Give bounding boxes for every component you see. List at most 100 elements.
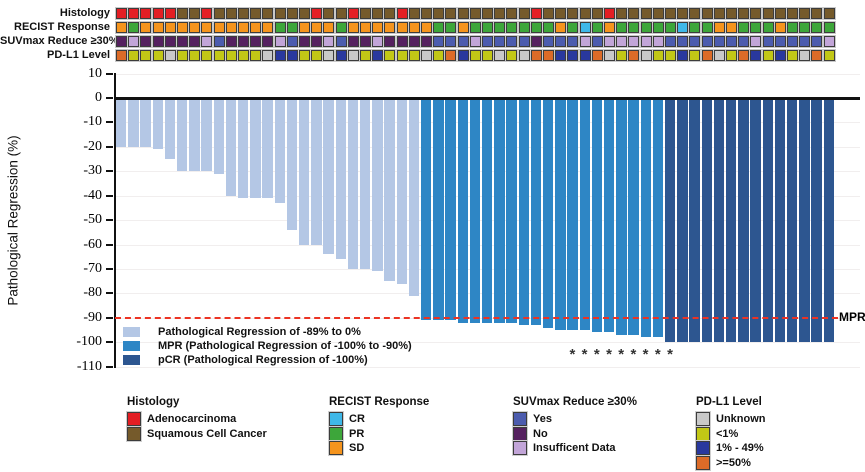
legend-swatch	[513, 426, 527, 441]
suvmax-reduce-square	[140, 36, 152, 47]
recist-response-square	[189, 22, 201, 33]
pdl1-level-square	[591, 50, 603, 61]
mpr-line-label: MPR	[839, 309, 865, 324]
pdl1-level-square	[323, 50, 335, 61]
legend-item-label: Insufficent Data	[533, 442, 616, 454]
recist-response-square	[567, 22, 579, 33]
suvmax-reduce-square	[372, 36, 384, 47]
waterfall-bar	[823, 99, 834, 343]
suvmax-reduce-square	[116, 36, 127, 47]
histology-square	[738, 8, 750, 19]
pdl1-level-square	[665, 50, 676, 61]
histology-square	[299, 8, 310, 19]
y-tick	[106, 365, 113, 368]
waterfall-bar	[457, 99, 468, 323]
pdl1-level-square	[652, 50, 664, 61]
histology-square	[189, 8, 201, 19]
pdl1-level-square	[384, 50, 396, 61]
recist-response-square	[360, 22, 371, 33]
y-tick-label: -110	[76, 358, 102, 374]
suvmax-reduce-square	[726, 36, 737, 47]
histology-square	[628, 8, 640, 19]
recist-response-square	[384, 22, 396, 33]
y-axis-line	[114, 72, 116, 368]
pdl1-level-square	[274, 50, 286, 61]
waterfall-bar	[640, 99, 651, 338]
waterfall-bar	[372, 99, 383, 272]
recist-response-square	[457, 22, 469, 33]
suvmax-reduce-square	[384, 36, 396, 47]
y-axis-title: Pathological Regression (%)	[5, 135, 21, 306]
suvmax-reduce-square	[640, 36, 652, 47]
histology-square	[787, 8, 798, 19]
recist-response-square	[372, 22, 384, 33]
suvmax-reduce-square	[543, 36, 554, 47]
histology-square	[762, 8, 774, 19]
legend-item-label: Adenocarcinoma	[147, 413, 237, 425]
waterfall-bar	[652, 99, 664, 338]
waterfall-bar	[274, 99, 285, 203]
y-tick-label: -70	[83, 260, 102, 276]
histology-square	[408, 8, 420, 19]
suvmax-reduce-square	[189, 36, 201, 47]
pdl1-level-square	[262, 50, 274, 61]
asterisk-mark: *	[630, 346, 637, 363]
suvmax-reduce-square	[213, 36, 225, 47]
histology-square	[238, 8, 249, 19]
y-tick	[106, 243, 113, 246]
recist-response-square	[445, 22, 457, 33]
pdl1-level-square	[311, 50, 323, 61]
suvmax-reduce-square	[128, 36, 140, 47]
recist-response-square	[738, 22, 750, 33]
histology-square	[726, 8, 737, 19]
waterfall-bar	[335, 99, 346, 260]
asterisk-mark: *	[606, 346, 612, 363]
histology-square	[469, 8, 481, 19]
pdl1-level-square	[677, 50, 689, 61]
pdl1-level-square	[189, 50, 201, 61]
gridline	[114, 342, 860, 343]
legend-item-label: Unknown	[716, 413, 766, 425]
recist-response-square	[652, 22, 664, 33]
waterfall-bar	[384, 99, 395, 282]
waterfall-bar	[713, 99, 725, 343]
histology-square	[372, 8, 384, 19]
histology-square	[543, 8, 554, 19]
histology-square	[360, 8, 371, 19]
waterfall-bar	[286, 99, 298, 230]
recist-response-square	[396, 22, 408, 33]
recist-response-square	[823, 22, 835, 33]
suvmax-reduce-square	[433, 36, 445, 47]
suvmax-reduce-square	[274, 36, 286, 47]
recist-response-square	[128, 22, 140, 33]
recist-response-square	[677, 22, 689, 33]
waterfall-bar	[555, 99, 566, 330]
waterfall-bar	[250, 99, 261, 199]
recist-response-square	[311, 22, 323, 33]
asterisk-mark: *	[667, 346, 673, 363]
histology-square	[555, 8, 567, 19]
recist-response-square	[286, 22, 298, 33]
waterfall-bar	[482, 99, 493, 323]
suvmax-reduce-square	[335, 36, 347, 47]
waterfall-bar	[164, 99, 176, 160]
histology-square	[396, 8, 408, 19]
suvmax-reduce-square	[774, 36, 786, 47]
suvmax-reduce-square	[201, 36, 213, 47]
recist-response-square	[347, 22, 359, 33]
recist-response-square	[482, 22, 493, 33]
y-tick-label: -80	[83, 285, 102, 301]
recist-response-square	[335, 22, 347, 33]
y-tick-label: -30	[83, 163, 102, 179]
pdl1-level-square	[482, 50, 493, 61]
histology-square	[530, 8, 542, 19]
legend-swatch	[513, 412, 527, 426]
pdl1-level-square	[543, 50, 554, 61]
recist-response-square	[250, 22, 262, 33]
waterfall-bar	[225, 99, 237, 196]
waterfall-bar	[518, 99, 529, 326]
recist-response-square	[811, 22, 823, 33]
recist-response-square	[713, 22, 725, 33]
mpr-label: MPR (Pathological Regression of -100% to…	[158, 340, 412, 352]
suvmax-reduce-square	[482, 36, 493, 47]
